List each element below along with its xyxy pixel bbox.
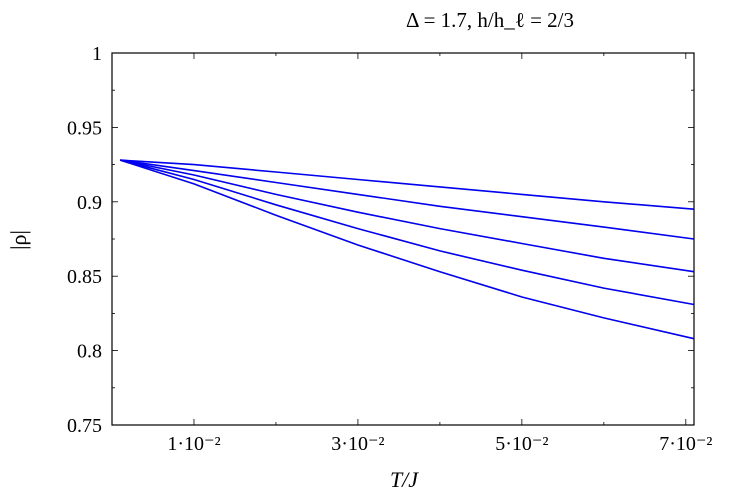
plot-frame <box>111 52 695 426</box>
y-tick-label: 1 <box>92 43 102 65</box>
series-line-2 <box>120 159 695 240</box>
x-tick-label: 1·10⁻² <box>167 433 220 455</box>
y-tick-label: 0.8 <box>77 341 102 363</box>
y-tick-label: 0.95 <box>67 117 102 139</box>
y-tick-label: 0.75 <box>67 415 102 437</box>
ticks-group: 0.75 0.8 0.85 0.9 0.95 1 1·10⁻² 3·10⁻² 5·10⁻² 7·1… <box>67 43 712 455</box>
series-group <box>119 159 695 340</box>
y-tick-label: 0.9 <box>77 192 102 214</box>
x-axis-label: T/J <box>390 467 419 492</box>
x-tick-label: 7·10⁻² <box>659 433 712 455</box>
series-line-5 <box>119 159 695 340</box>
series-line-1 <box>120 159 695 210</box>
series-line-3 <box>120 159 695 273</box>
y-tick-label: 0.85 <box>67 266 102 288</box>
chart-title: Δ = 1.7, h/h_ℓ = 2/3 <box>406 8 574 32</box>
x-tick-label: 5·10⁻² <box>495 433 548 455</box>
x-tick-label: 3·10⁻² <box>331 433 384 455</box>
y-axis-label: |ρ| <box>6 230 31 250</box>
series-line-4 <box>119 159 695 306</box>
